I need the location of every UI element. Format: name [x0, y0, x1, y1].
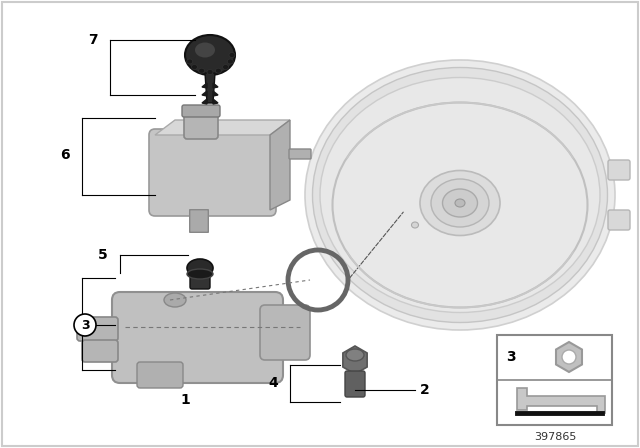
Ellipse shape [229, 52, 235, 57]
Ellipse shape [312, 68, 607, 323]
FancyBboxPatch shape [184, 107, 218, 139]
Text: 5: 5 [99, 248, 108, 262]
Ellipse shape [227, 59, 234, 64]
FancyBboxPatch shape [260, 305, 310, 360]
Ellipse shape [420, 171, 500, 236]
Ellipse shape [346, 349, 364, 361]
Ellipse shape [305, 60, 615, 330]
Text: 7: 7 [88, 33, 98, 47]
FancyBboxPatch shape [608, 210, 630, 230]
Polygon shape [343, 346, 367, 374]
Ellipse shape [455, 199, 465, 207]
Bar [497, 335, 612, 425]
Circle shape [74, 314, 96, 336]
Polygon shape [155, 120, 290, 135]
Ellipse shape [185, 35, 235, 75]
Ellipse shape [442, 189, 477, 217]
Ellipse shape [198, 68, 205, 73]
Ellipse shape [412, 222, 419, 228]
Polygon shape [556, 342, 582, 372]
FancyBboxPatch shape [82, 340, 118, 362]
Ellipse shape [187, 259, 213, 277]
FancyBboxPatch shape [137, 362, 183, 388]
Polygon shape [517, 388, 605, 413]
Text: 3: 3 [81, 319, 90, 332]
FancyBboxPatch shape [190, 273, 210, 289]
FancyBboxPatch shape [189, 210, 208, 233]
Polygon shape [202, 91, 207, 96]
Text: 2: 2 [420, 383, 429, 397]
Ellipse shape [187, 269, 213, 279]
Circle shape [562, 350, 576, 364]
Text: 397865: 397865 [534, 432, 576, 442]
FancyBboxPatch shape [289, 149, 311, 159]
Ellipse shape [164, 293, 186, 307]
Ellipse shape [195, 43, 215, 57]
Polygon shape [202, 99, 207, 104]
Polygon shape [270, 120, 290, 210]
Text: 6: 6 [60, 148, 70, 162]
Ellipse shape [207, 69, 213, 74]
Ellipse shape [223, 65, 228, 69]
Text: 1: 1 [180, 393, 190, 407]
Ellipse shape [431, 179, 489, 227]
Polygon shape [213, 91, 218, 96]
Text: 3: 3 [506, 350, 516, 364]
FancyBboxPatch shape [345, 371, 365, 397]
Ellipse shape [320, 78, 600, 313]
Polygon shape [213, 83, 218, 88]
Ellipse shape [187, 59, 193, 64]
Polygon shape [202, 83, 207, 88]
FancyBboxPatch shape [182, 105, 220, 117]
Ellipse shape [191, 65, 198, 69]
FancyBboxPatch shape [77, 317, 118, 341]
FancyBboxPatch shape [112, 292, 283, 383]
Polygon shape [205, 73, 215, 103]
FancyBboxPatch shape [608, 160, 630, 180]
Ellipse shape [216, 68, 221, 73]
Polygon shape [213, 99, 218, 104]
Text: 4: 4 [268, 376, 278, 390]
FancyBboxPatch shape [149, 129, 276, 216]
